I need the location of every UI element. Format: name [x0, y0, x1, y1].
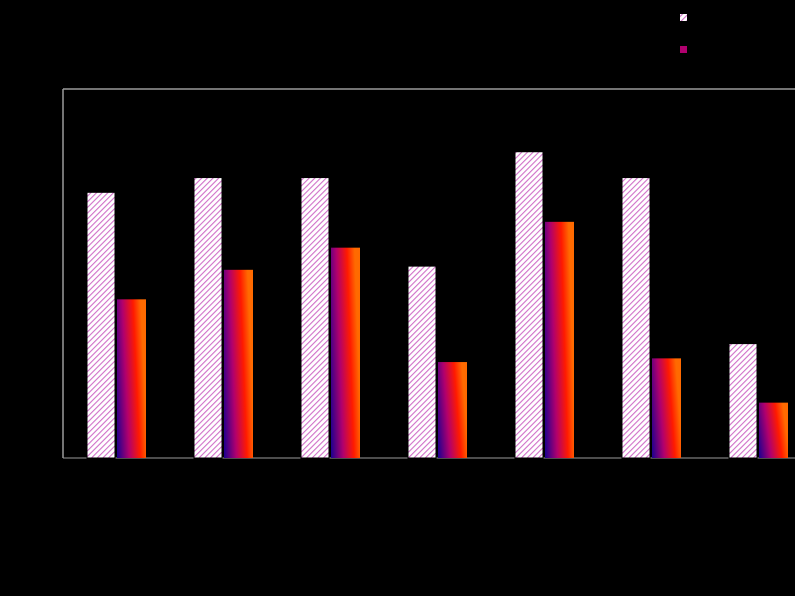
bar: [438, 362, 467, 458]
legend-marker: [680, 14, 687, 21]
bar: [300, 177, 330, 459]
bar: [759, 402, 788, 458]
bar: [728, 343, 758, 459]
bar: [652, 358, 681, 458]
bar: [331, 247, 360, 458]
bar: [407, 265, 437, 459]
bar: [193, 177, 223, 459]
bar: [117, 299, 146, 458]
bar: [545, 221, 574, 458]
bar: [514, 151, 544, 459]
legend-marker: [680, 46, 687, 53]
bar: [224, 269, 253, 458]
bar: [86, 191, 116, 459]
bar: [621, 177, 651, 459]
